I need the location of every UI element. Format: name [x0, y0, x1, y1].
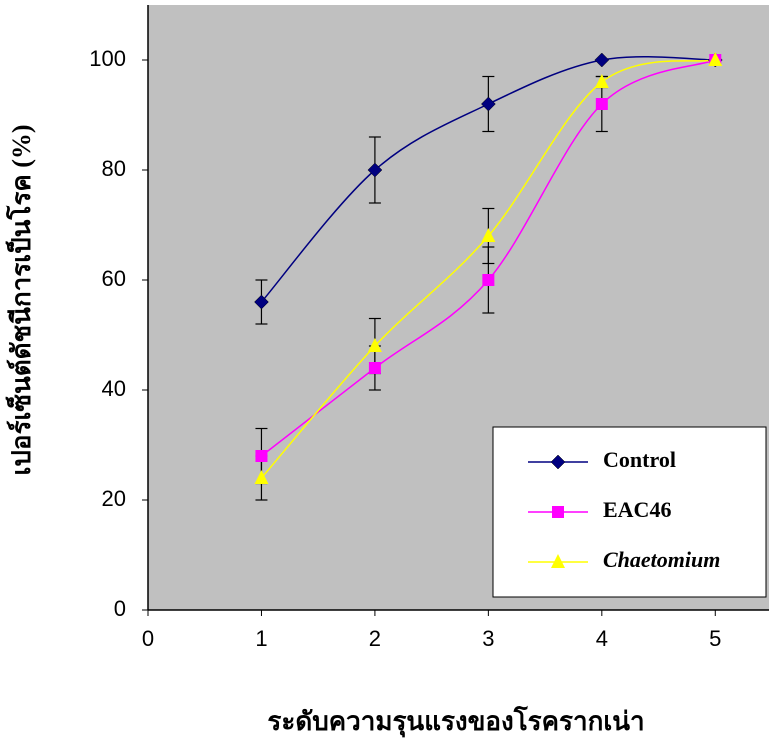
- x-tick-label: 4: [596, 626, 608, 651]
- legend-label: EAC46: [603, 497, 671, 522]
- y-tick-label: 40: [102, 376, 126, 401]
- marker: [594, 74, 609, 88]
- marker: [254, 470, 269, 484]
- x-tick-label: 1: [255, 626, 267, 651]
- y-axis-label: เปอร์เซ็นต์ดัชนีการเป็นโรค (%): [5, 124, 36, 475]
- marker: [551, 554, 565, 568]
- x-tick-label: 3: [482, 626, 494, 651]
- marker: [254, 294, 269, 310]
- x-axis-label: ระดับความรุนแรงของโรครากเน่า: [267, 705, 644, 738]
- marker: [255, 450, 268, 462]
- marker: [367, 162, 383, 178]
- marker: [595, 98, 608, 110]
- y-tick-label: 20: [102, 486, 126, 511]
- marker: [708, 52, 723, 66]
- y-tick-label: 60: [102, 266, 126, 291]
- marker: [594, 52, 610, 68]
- legend-label: Control: [603, 447, 676, 472]
- marker: [550, 454, 566, 470]
- marker: [481, 228, 496, 242]
- x-tick-label: 2: [369, 626, 381, 651]
- marker: [552, 506, 564, 518]
- marker: [368, 362, 381, 374]
- marker: [482, 274, 495, 286]
- y-tick-label: 80: [102, 156, 126, 181]
- x-tick-label: 5: [709, 626, 721, 651]
- marker: [481, 96, 496, 112]
- x-tick-label: 0: [142, 626, 154, 651]
- legend-label: Chaetomium: [603, 547, 720, 572]
- y-tick-label: 0: [114, 596, 126, 621]
- y-tick-label: 100: [89, 46, 126, 71]
- marker: [367, 338, 382, 352]
